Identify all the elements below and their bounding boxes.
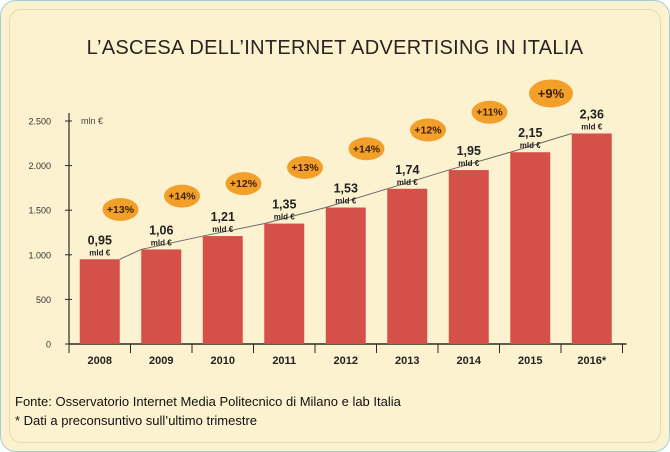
value-unit-label: mld €	[335, 197, 356, 206]
value-unit-label: mld €	[581, 122, 602, 131]
value-label: 1,53	[334, 182, 358, 196]
growth-badge	[348, 137, 385, 161]
bar	[202, 236, 243, 344]
value-unit-label: mld €	[151, 238, 172, 247]
bar	[510, 152, 551, 344]
y-tick-label: 2.500	[28, 117, 51, 127]
x-tick-label: 2010	[211, 355, 235, 367]
bar	[264, 223, 305, 344]
value-unit-label: mld €	[458, 159, 479, 168]
x-tick-label: 2008	[88, 355, 112, 367]
x-tick-label: 2016*	[577, 355, 606, 367]
x-tick-label: 2014	[457, 355, 482, 367]
x-tick-label: 2011	[272, 355, 296, 367]
y-tick-label: 2.000	[28, 161, 51, 171]
growth-badge	[287, 156, 323, 180]
growth-badge	[529, 79, 573, 108]
y-tick-label: 1.000	[28, 250, 51, 260]
chart-footer: Fonte: Osservatorio Internet Media Polit…	[15, 392, 401, 430]
value-unit-label: mld €	[520, 141, 541, 150]
growth-badge	[471, 100, 508, 124]
y-tick-label: 1.500	[28, 206, 51, 216]
x-tick-label: 2013	[395, 355, 419, 367]
y-tick-label: 500	[36, 295, 51, 305]
value-label: 0,95	[88, 233, 112, 247]
growth-label: +12%	[414, 125, 442, 137]
value-label: 1,06	[149, 223, 173, 237]
value-unit-label: mld €	[397, 178, 418, 187]
y-unit-label: mln €	[81, 116, 103, 126]
y-tick-label: 0	[46, 340, 51, 350]
growth-label: +14%	[168, 191, 196, 203]
x-tick-label: 2012	[334, 355, 358, 367]
x-tick-label: 2009	[149, 355, 173, 367]
growth-badge	[102, 197, 139, 221]
value-label: 1,21	[211, 210, 235, 224]
bar	[387, 188, 428, 344]
bar	[325, 207, 366, 344]
value-label: 1,74	[395, 163, 419, 177]
value-label: 1,95	[457, 144, 481, 158]
growth-badge	[225, 172, 262, 196]
growth-label: +11%	[476, 107, 503, 119]
chart-title: L’ASCESA DELL’INTERNET ADVERTISING IN IT…	[86, 37, 584, 59]
value-unit-label: mld €	[274, 213, 295, 222]
growth-label: +9%	[538, 86, 565, 101]
estimate-note: * Dati a preconsuntivo sull’ultimo trime…	[15, 413, 258, 428]
value-label: 2,36	[580, 107, 604, 121]
value-label: 1,35	[272, 198, 296, 212]
value-label: 2,15	[518, 126, 542, 140]
bar	[79, 259, 120, 344]
source-note: Fonte: Osservatorio Internet Media Polit…	[15, 394, 401, 409]
growth-label: +14%	[353, 143, 381, 155]
growth-badge	[410, 118, 446, 142]
growth-label: +13%	[107, 204, 135, 216]
bar	[571, 133, 612, 344]
bar	[141, 249, 182, 344]
value-unit-label: mld €	[89, 248, 110, 257]
growth-badge	[164, 184, 200, 208]
x-tick-label: 2015	[518, 355, 542, 367]
value-unit-label: mld €	[212, 225, 233, 234]
growth-label: +12%	[230, 178, 258, 190]
bar	[448, 170, 489, 344]
growth-label: +13%	[291, 162, 319, 174]
